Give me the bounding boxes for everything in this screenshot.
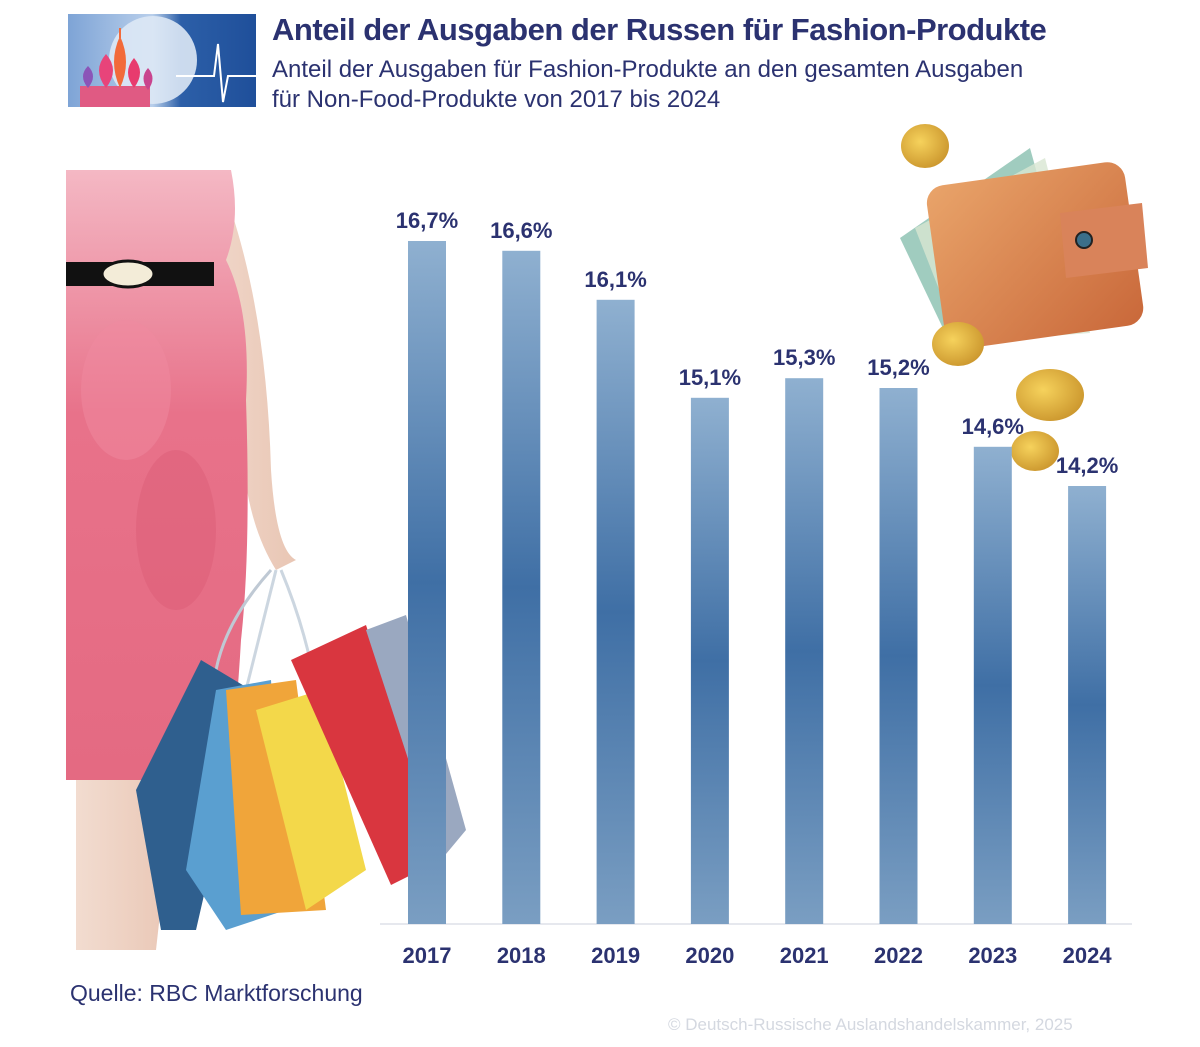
bar-2022	[879, 388, 918, 924]
coin-icon	[901, 124, 949, 168]
coin-icon	[1016, 369, 1084, 421]
wallet-icon	[926, 162, 1144, 349]
red-bag-shape	[291, 625, 441, 885]
bar-2017	[408, 241, 446, 924]
pink-dress-shape	[66, 170, 248, 780]
bar-2021	[785, 378, 824, 924]
x-tick-label-2019: 2019	[591, 943, 640, 968]
yellow-bag-shape	[256, 690, 366, 910]
value-label-2021: 15,3%	[773, 345, 835, 370]
value-label-2020: 15,1%	[679, 365, 741, 390]
copyright-note: © Deutsch-Russische Auslandshandelskamme…	[668, 1015, 1073, 1034]
chart-subtitle: Anteil der Ausgaben für Fashion-Produkte…	[272, 55, 1172, 115]
x-tick-label-2020: 2020	[685, 943, 734, 968]
coin-icon	[932, 322, 984, 366]
woman-shopping-bags-illustration	[66, 170, 466, 950]
value-label-2023: 14,6%	[962, 414, 1024, 439]
coin-icon	[1011, 431, 1059, 471]
belt-buckle-icon	[100, 259, 156, 289]
bar-2024	[1068, 486, 1107, 924]
value-label-2018: 16,6%	[490, 218, 552, 243]
value-label-2024: 14,2%	[1056, 453, 1118, 478]
subtitle-line-2: für Non-Food-Produkte von 2017 bis 2024	[272, 86, 721, 113]
x-tick-label-2022: 2022	[874, 943, 923, 968]
x-tick-label-2017: 2017	[403, 943, 452, 968]
x-tick-label-2024: 2024	[1063, 943, 1113, 968]
x-tick-label-2023: 2023	[968, 943, 1017, 968]
bar-2018	[502, 250, 541, 925]
x-tick-label-2021: 2021	[780, 943, 829, 968]
x-tick-label-2018: 2018	[497, 943, 546, 968]
bar-2019	[596, 299, 635, 924]
bar-2020	[690, 397, 729, 924]
value-label-2022: 15,2%	[867, 355, 929, 380]
value-label-2017: 16,7%	[396, 208, 458, 233]
chart-title: Anteil der Ausgaben der Russen für Fashi…	[272, 12, 1047, 47]
wallet-clasp-shape	[1060, 203, 1148, 278]
chamber-logo	[68, 14, 256, 107]
value-label-2019: 16,1%	[584, 267, 646, 292]
kremlin-domes-icon	[80, 28, 153, 107]
pulse-line-icon	[176, 43, 256, 103]
subtitle-line-1: Anteil der Ausgaben für Fashion-Produkte…	[272, 56, 1024, 83]
bar-2023	[973, 446, 1012, 924]
wallet-coins-illustration	[900, 124, 1148, 471]
source-note: Quelle: RBC Marktforschung	[70, 980, 363, 1006]
wallet-button-icon	[1075, 231, 1093, 249]
